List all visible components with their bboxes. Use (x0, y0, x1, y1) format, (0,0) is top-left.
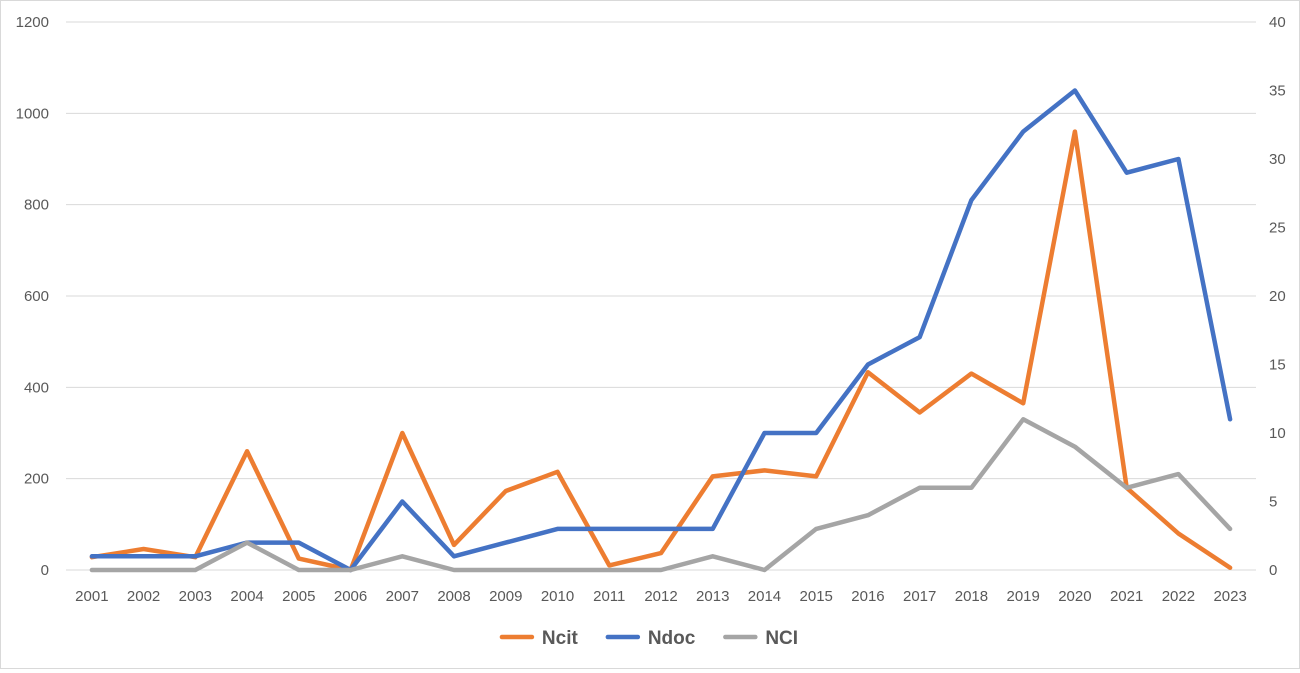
legend: Ncit Ndoc NCI (499, 628, 798, 649)
right-axis-ticks: 0 5 10 15 20 25 30 35 40 (1269, 14, 1286, 579)
left-tick-label: 1000 (16, 105, 49, 122)
x-tick-label: 2015 (800, 588, 833, 605)
x-tick-label: 2022 (1162, 588, 1195, 605)
x-tick-label: 2007 (386, 588, 419, 605)
left-tick-label: 1200 (16, 14, 49, 31)
right-tick-label: 20 (1269, 288, 1286, 305)
right-tick-label: 35 (1269, 83, 1286, 100)
x-tick-label: 2011 (593, 588, 625, 605)
series-line-ndoc (89, 88, 1233, 573)
right-tick-label: 5 (1269, 494, 1277, 511)
right-tick-label: 25 (1269, 220, 1286, 237)
x-tick-label: 2018 (955, 588, 988, 605)
right-tick-label: 15 (1269, 357, 1286, 374)
x-tick-label: 2004 (230, 588, 263, 605)
series-line-nci (89, 417, 1233, 573)
right-tick-label: 30 (1269, 151, 1286, 168)
x-tick-label: 2010 (541, 588, 574, 605)
left-tick-label: 800 (24, 197, 49, 214)
x-tick-label: 2003 (179, 588, 212, 605)
x-tick-label: 2023 (1213, 588, 1246, 605)
legend-label-ndoc: Ndoc (648, 628, 696, 649)
x-tick-label: 2001 (75, 588, 108, 605)
left-tick-label: 200 (24, 471, 49, 488)
x-tick-label: 2009 (489, 588, 522, 605)
left-axis-ticks: 0 200 400 600 800 1000 1200 (16, 14, 49, 579)
x-tick-label: 2017 (903, 588, 936, 605)
x-tick-label: 2021 (1110, 588, 1143, 605)
x-tick-label: 2005 (282, 588, 315, 605)
left-tick-label: 400 (24, 379, 49, 396)
right-tick-label: 10 (1269, 425, 1286, 442)
right-tick-label: 0 (1269, 562, 1277, 579)
x-axis-ticks: 2001 2002 2003 2004 2005 2006 2007 2008 2009 2010… (75, 588, 1247, 605)
left-tick-label: 0 (41, 562, 49, 579)
x-tick-label: 2014 (748, 588, 781, 605)
right-tick-label: 40 (1269, 14, 1286, 31)
gridlines (66, 21, 1256, 571)
x-tick-label: 2013 (696, 588, 729, 605)
x-tick-label: 2012 (644, 588, 677, 605)
legend-label-nci: NCI (765, 628, 798, 649)
x-tick-label: 2006 (334, 588, 367, 605)
x-tick-label: 2020 (1058, 588, 1091, 605)
x-tick-label: 2002 (127, 588, 160, 605)
legend-label-ncit: Ncit (542, 628, 579, 649)
x-tick-label: 2019 (1006, 588, 1039, 605)
x-tick-label: 2016 (851, 588, 884, 605)
series-line-ncit (89, 129, 1233, 573)
left-tick-label: 600 (24, 288, 49, 305)
x-tick-label: 2008 (437, 588, 470, 605)
series-lines (89, 88, 1233, 573)
